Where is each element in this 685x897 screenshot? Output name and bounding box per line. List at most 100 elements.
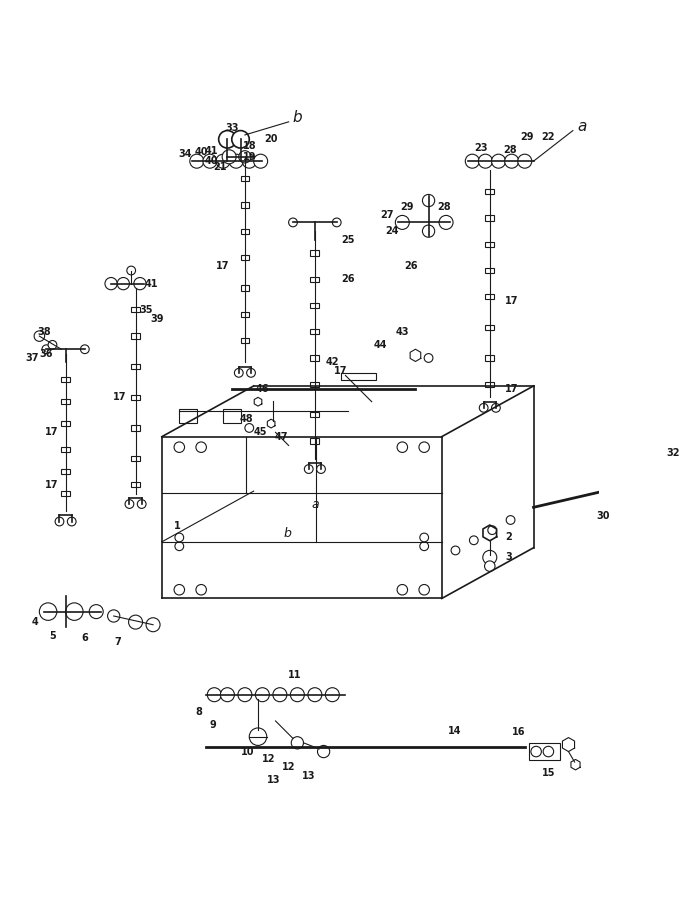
Text: 21: 21: [214, 162, 227, 172]
Circle shape: [488, 526, 497, 535]
Circle shape: [451, 546, 460, 555]
Circle shape: [222, 150, 236, 164]
Text: 24: 24: [385, 226, 399, 236]
Bar: [61, 448, 70, 452]
Bar: [132, 483, 140, 487]
Text: 44: 44: [374, 340, 387, 350]
Text: b: b: [292, 110, 302, 125]
Text: 9: 9: [209, 720, 216, 730]
Circle shape: [245, 423, 253, 432]
Circle shape: [146, 618, 160, 631]
Text: 40: 40: [205, 156, 219, 166]
Bar: [61, 378, 70, 382]
Text: 26: 26: [341, 274, 355, 284]
Circle shape: [518, 154, 532, 168]
Bar: [310, 413, 319, 417]
Circle shape: [543, 746, 553, 757]
Circle shape: [249, 728, 266, 745]
Circle shape: [332, 218, 341, 227]
Circle shape: [316, 465, 325, 474]
Text: 29: 29: [400, 202, 414, 212]
Text: 17: 17: [113, 392, 127, 403]
Text: 46: 46: [256, 384, 269, 394]
Circle shape: [66, 603, 83, 621]
Circle shape: [479, 404, 488, 413]
Circle shape: [325, 688, 339, 701]
Circle shape: [67, 518, 76, 526]
Circle shape: [39, 603, 57, 621]
Text: 25: 25: [341, 235, 355, 245]
Text: 23: 23: [474, 143, 488, 153]
Circle shape: [105, 277, 117, 290]
Circle shape: [56, 518, 63, 525]
Circle shape: [234, 369, 243, 378]
Circle shape: [424, 353, 433, 362]
Circle shape: [306, 466, 312, 473]
Circle shape: [492, 404, 500, 413]
Text: 35: 35: [139, 305, 153, 315]
Circle shape: [395, 215, 410, 230]
Circle shape: [34, 331, 45, 342]
Bar: [240, 338, 249, 344]
Circle shape: [48, 341, 57, 349]
Bar: [132, 364, 140, 370]
Text: 43: 43: [395, 327, 409, 336]
Bar: [61, 491, 70, 496]
Circle shape: [505, 154, 519, 168]
Circle shape: [483, 551, 497, 564]
Circle shape: [397, 585, 408, 595]
Text: 17: 17: [45, 427, 58, 438]
Bar: [486, 381, 494, 387]
Circle shape: [288, 218, 297, 227]
Text: 5: 5: [49, 631, 56, 641]
Circle shape: [469, 536, 478, 544]
Text: 4: 4: [32, 617, 38, 627]
Circle shape: [232, 131, 249, 148]
Circle shape: [190, 154, 203, 168]
Text: 18: 18: [242, 142, 256, 152]
Bar: [310, 381, 319, 387]
Bar: [637, 473, 645, 486]
Text: 2: 2: [506, 532, 512, 543]
Circle shape: [317, 466, 325, 473]
Circle shape: [308, 688, 322, 701]
Bar: [486, 325, 494, 330]
Bar: [240, 285, 249, 291]
Text: 45: 45: [254, 427, 267, 438]
Circle shape: [317, 745, 329, 758]
Bar: [179, 409, 197, 423]
Bar: [240, 176, 249, 181]
Text: 32: 32: [667, 448, 680, 458]
Text: 12: 12: [262, 753, 275, 763]
Text: 38: 38: [37, 327, 51, 336]
Circle shape: [239, 151, 251, 163]
Circle shape: [290, 688, 304, 701]
Text: b: b: [284, 527, 292, 540]
Text: 30: 30: [597, 511, 610, 521]
Bar: [486, 268, 494, 274]
Text: 31: 31: [684, 458, 685, 468]
Text: 17: 17: [334, 366, 348, 376]
Text: 28: 28: [438, 202, 451, 212]
Text: 39: 39: [151, 314, 164, 324]
Text: 36: 36: [40, 349, 53, 359]
Text: 22: 22: [542, 132, 555, 142]
Text: 17: 17: [216, 261, 229, 271]
Text: a: a: [312, 498, 319, 511]
Circle shape: [134, 277, 146, 290]
Bar: [132, 425, 140, 431]
Text: 41: 41: [145, 279, 158, 289]
Text: 47: 47: [275, 431, 288, 441]
Bar: [240, 311, 249, 317]
Circle shape: [423, 225, 435, 238]
Text: 48: 48: [240, 414, 253, 424]
Bar: [132, 334, 140, 339]
Circle shape: [506, 516, 515, 525]
Text: 13: 13: [302, 771, 316, 781]
Text: 3: 3: [506, 553, 512, 562]
Text: 16: 16: [512, 727, 525, 737]
Text: 42: 42: [325, 357, 339, 368]
Bar: [132, 308, 140, 312]
Text: 28: 28: [503, 144, 516, 155]
Circle shape: [291, 736, 303, 749]
